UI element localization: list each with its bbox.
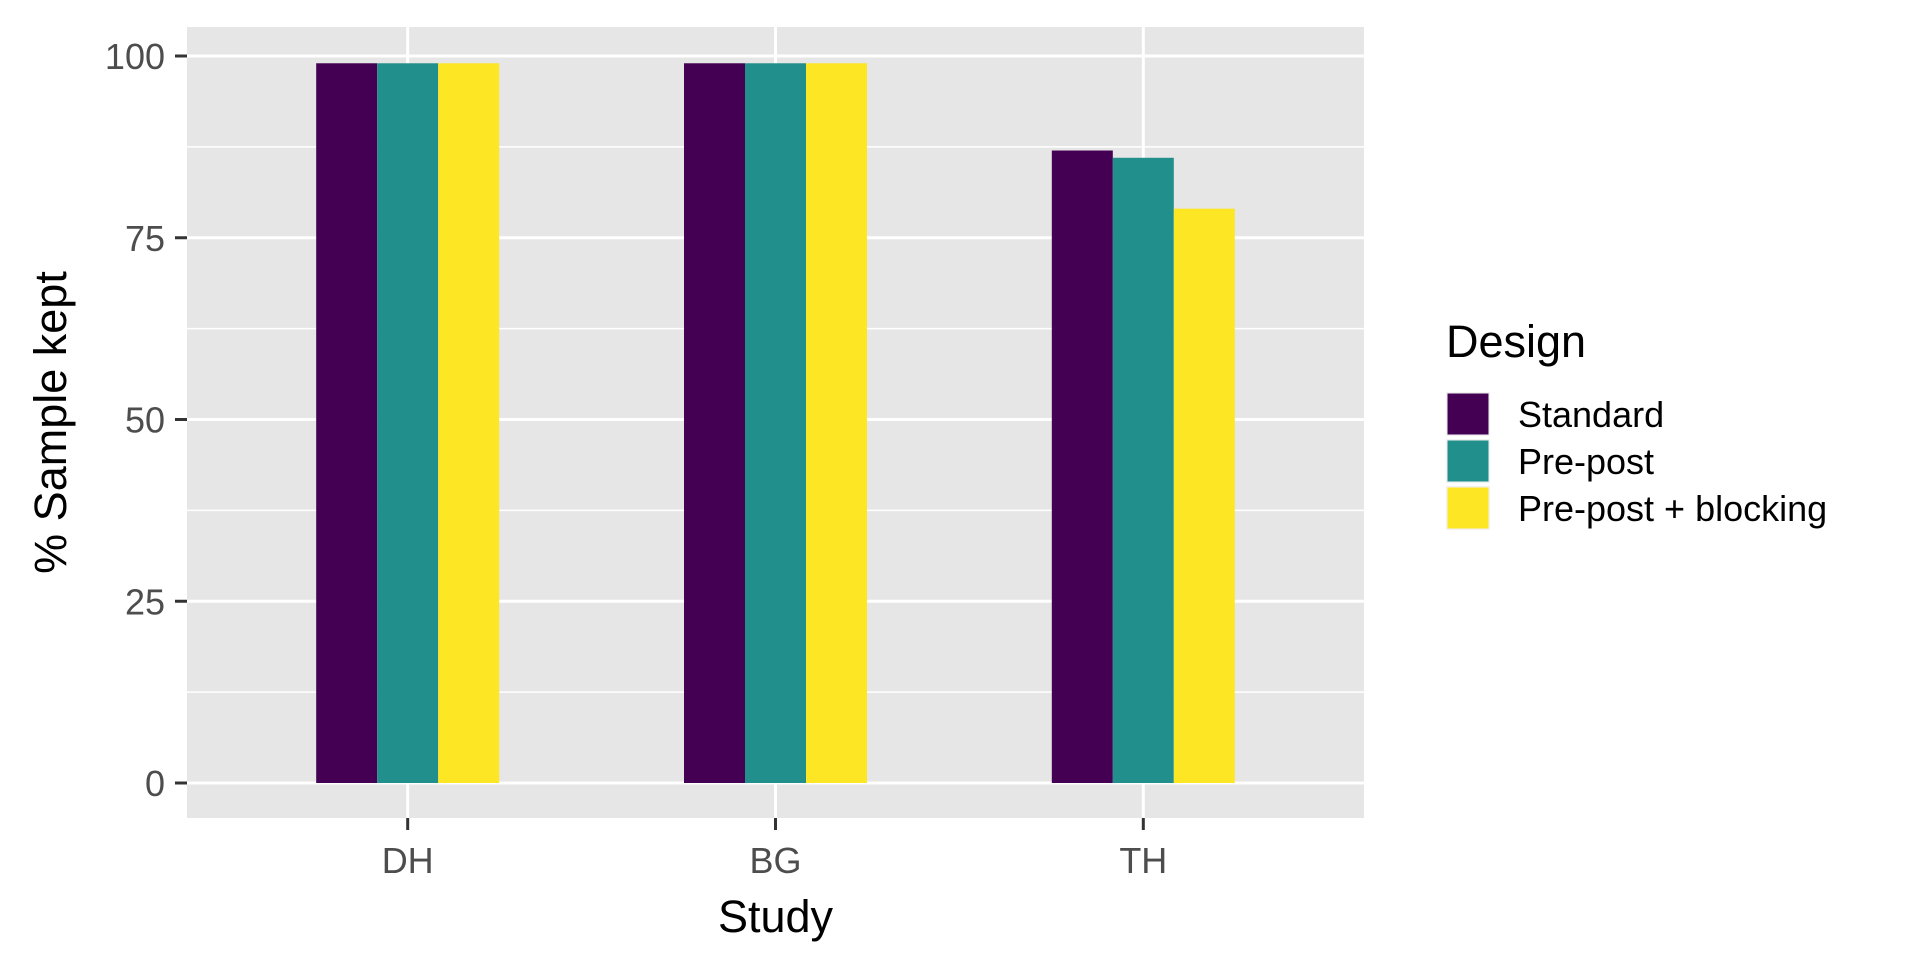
legend-label: Pre-post + blocking	[1518, 488, 1827, 529]
x-tick-label: DH	[382, 840, 434, 881]
y-tick-label: 75	[125, 218, 165, 259]
y-tick-label: 25	[125, 581, 165, 622]
bar-dh-pre-post-blocking	[438, 63, 500, 783]
bar-th-pre-post-blocking	[1173, 208, 1235, 784]
x-axis: DH BG TH	[382, 818, 1167, 881]
x-tick-label: BG	[749, 840, 801, 881]
legend: Design Standard Pre-post Pre-post + blocki…	[1446, 316, 1827, 530]
bars	[316, 63, 1235, 784]
bar-dh-pre-post	[377, 63, 439, 783]
y-tick-label: 0	[145, 763, 165, 804]
y-axis: 0 25 50 75 100	[105, 36, 187, 804]
bar-dh-standard	[316, 63, 378, 783]
x-tick-label: TH	[1119, 840, 1167, 881]
legend-key-swatch	[1447, 487, 1489, 529]
bar-bg-standard	[684, 63, 745, 783]
legend-label: Standard	[1518, 394, 1664, 435]
y-tick-label: 100	[105, 36, 165, 77]
bar-th-standard	[1051, 150, 1113, 783]
x-axis-title: Study	[718, 891, 834, 942]
legend-key-swatch	[1447, 440, 1489, 482]
legend-title: Design	[1446, 316, 1586, 367]
y-axis-title: % Sample kept	[25, 271, 76, 574]
bar-bg-pre-post	[745, 63, 806, 783]
legend-key-swatch	[1447, 393, 1489, 435]
bar-th-pre-post	[1112, 157, 1174, 783]
bar-bg-pre-post-blocking	[806, 63, 867, 783]
legend-label: Pre-post	[1518, 441, 1654, 482]
y-tick-label: 50	[125, 400, 165, 441]
